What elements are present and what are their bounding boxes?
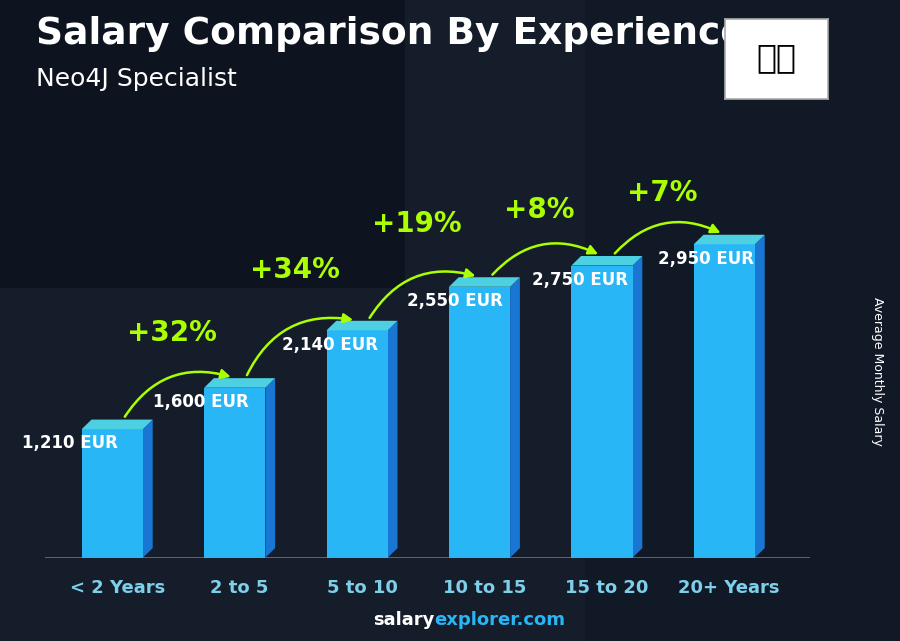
Text: < 2 Years: < 2 Years [69, 579, 165, 597]
Text: 2 to 5: 2 to 5 [211, 579, 269, 597]
Polygon shape [449, 287, 510, 558]
Text: 2,750 EUR: 2,750 EUR [532, 271, 628, 289]
Polygon shape [204, 378, 275, 388]
Text: 2,950 EUR: 2,950 EUR [658, 249, 754, 268]
Polygon shape [510, 278, 520, 558]
Text: +7%: +7% [626, 179, 698, 206]
Text: 1,210 EUR: 1,210 EUR [22, 435, 117, 453]
Polygon shape [327, 320, 398, 330]
Text: +19%: +19% [373, 210, 462, 238]
Text: Salary Comparison By Experience: Salary Comparison By Experience [36, 16, 746, 52]
Text: 2,550 EUR: 2,550 EUR [407, 292, 503, 310]
Polygon shape [266, 378, 275, 558]
Text: 🇨🇾: 🇨🇾 [756, 41, 796, 74]
Text: salary: salary [374, 612, 435, 629]
Polygon shape [388, 320, 398, 558]
Polygon shape [449, 278, 520, 287]
Polygon shape [633, 256, 643, 558]
Polygon shape [327, 330, 388, 558]
Text: 10 to 15: 10 to 15 [443, 579, 526, 597]
Text: +34%: +34% [250, 256, 339, 284]
Text: Neo4J Specialist: Neo4J Specialist [36, 67, 237, 91]
Text: 2,140 EUR: 2,140 EUR [283, 336, 378, 354]
Text: 1,600 EUR: 1,600 EUR [153, 393, 248, 411]
Polygon shape [143, 420, 153, 558]
Text: 20+ Years: 20+ Years [679, 579, 780, 597]
Text: Average Monthly Salary: Average Monthly Salary [871, 297, 884, 446]
Polygon shape [694, 244, 755, 558]
Polygon shape [204, 388, 266, 558]
Polygon shape [82, 429, 143, 558]
Bar [585, 0, 900, 641]
Bar [0, 0, 405, 288]
Polygon shape [694, 235, 765, 244]
Text: +8%: +8% [504, 196, 575, 224]
Text: 15 to 20: 15 to 20 [565, 579, 649, 597]
Polygon shape [755, 235, 765, 558]
Polygon shape [82, 420, 153, 429]
Polygon shape [572, 256, 643, 265]
Text: +32%: +32% [128, 319, 217, 347]
Polygon shape [572, 265, 633, 558]
Text: 5 to 10: 5 to 10 [327, 579, 398, 597]
Text: explorer.com: explorer.com [435, 612, 566, 629]
